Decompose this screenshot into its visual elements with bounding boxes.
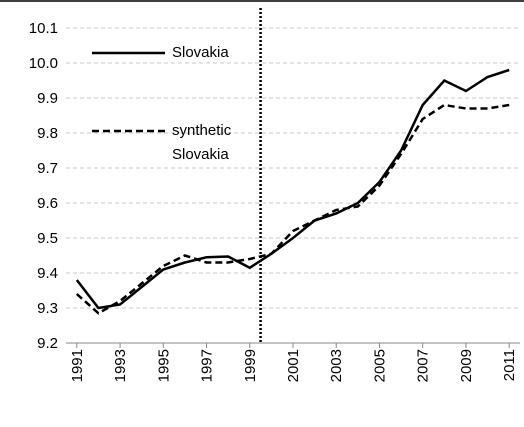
y-tick-label: 10.1: [29, 20, 58, 37]
x-tick-label: 1997: [199, 349, 216, 382]
y-tick-label: 10.0: [29, 55, 58, 72]
x-tick-label: 1999: [242, 349, 259, 382]
x-tick-label: 2011: [501, 349, 518, 381]
x-tick-label: 2007: [415, 349, 432, 382]
y-tick-label: 9.4: [37, 265, 58, 282]
x-tick-label: 2003: [328, 349, 345, 382]
legend-label: synthetic Slovakia: [172, 122, 232, 163]
x-tick-label: 2005: [371, 349, 388, 382]
y-tick-label: 9.2: [37, 335, 58, 352]
x-tick-label: 1991: [69, 349, 86, 382]
x-tick-label: 1993: [112, 349, 129, 382]
legend-label: Slovakia: [172, 44, 229, 61]
y-tick-label: 9.9: [37, 90, 58, 107]
series-line: [75, 103, 510, 315]
series-line: [75, 68, 510, 310]
y-tick-label: 9.6: [37, 195, 58, 212]
y-tick-label: 9.7: [37, 160, 58, 177]
x-tick-label: 1995: [155, 349, 172, 382]
x-tick-label: 2001: [285, 349, 302, 382]
y-tick-label: 9.3: [37, 300, 58, 317]
y-tick-label: 9.8: [37, 125, 58, 142]
y-tick-label: 9.5: [37, 230, 58, 247]
x-tick-label: 2009: [458, 349, 475, 382]
